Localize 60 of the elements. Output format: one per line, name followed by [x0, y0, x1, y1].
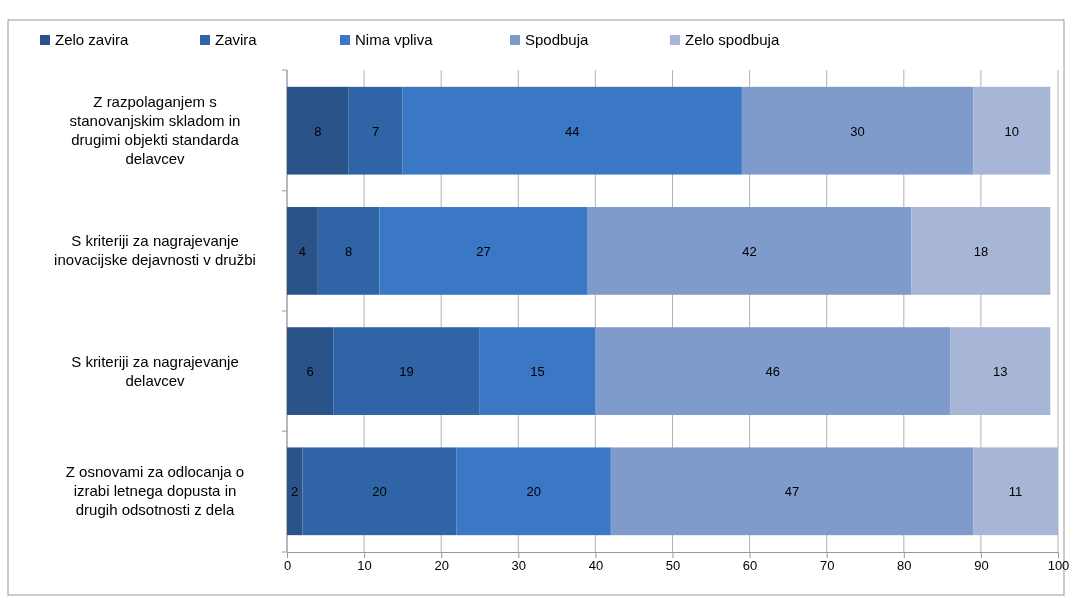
x-tick-label: 70 — [819, 558, 835, 574]
x-tick-label: 60 — [742, 558, 758, 574]
bar — [287, 327, 334, 415]
bar — [302, 447, 457, 536]
bar — [456, 447, 611, 536]
bar — [402, 86, 742, 175]
bar — [911, 207, 1051, 295]
data-label: 27 — [476, 243, 491, 259]
legend-label: Zavira — [215, 31, 258, 48]
y-tick-label: S kriteriji za nagrajevanje delavcev — [71, 352, 239, 389]
bar — [333, 327, 480, 415]
bar — [595, 327, 951, 415]
data-label: 15 — [530, 364, 545, 380]
data-label: 13 — [992, 364, 1008, 380]
bar — [741, 86, 974, 175]
y-tick-label: Z razpolaganjem s stanovanjskim skladom in drugimi objekti standarda delavcev — [69, 93, 241, 168]
x-tick-label: 10 — [357, 558, 372, 574]
data-label: 18 — [973, 243, 989, 259]
legend-label: Zelo spodbuja — [685, 31, 780, 48]
x-tick-label: 40 — [588, 558, 604, 574]
x-tick-label: 30 — [511, 558, 527, 574]
data-label: 2 — [291, 484, 299, 500]
bar — [317, 207, 380, 295]
bar — [348, 86, 403, 175]
x-tick-label: 80 — [897, 558, 912, 574]
y-tick-label: S kriteriji za nagrajevanje inovacijske dejavnosti v družbi — [54, 232, 256, 269]
legend-label: Spodbuja — [525, 31, 590, 48]
data-label: 10 — [1004, 123, 1019, 139]
bar — [587, 207, 912, 295]
x-tick-label: 0 — [283, 558, 292, 574]
x-tick-label: 20 — [434, 558, 449, 574]
data-label: 20 — [372, 484, 387, 500]
data-label: 44 — [565, 123, 580, 139]
legend-label: Zelo zavira — [55, 31, 130, 48]
data-label: 4 — [298, 243, 307, 259]
data-label: 42 — [742, 243, 757, 259]
x-tick-label: 90 — [974, 558, 989, 574]
data-label: 7 — [372, 123, 380, 139]
data-label: 8 — [314, 123, 322, 139]
bar — [973, 447, 1058, 536]
data-label: 19 — [399, 364, 414, 380]
bar — [973, 86, 1051, 175]
bar — [610, 447, 974, 536]
data-label: 20 — [526, 484, 541, 500]
x-tick-label: 50 — [665, 558, 681, 574]
legend-label: Nima vpliva — [355, 31, 434, 48]
bar — [379, 207, 588, 295]
data-label: 46 — [765, 364, 780, 380]
data-label: 47 — [784, 484, 800, 500]
data-label: 11 — [1008, 484, 1023, 500]
bar — [950, 327, 1051, 415]
bar — [479, 327, 596, 415]
data-label: 6 — [306, 364, 314, 380]
bar — [287, 207, 318, 295]
data-label: 8 — [345, 243, 353, 259]
data-label: 30 — [850, 123, 865, 139]
bar — [287, 86, 349, 175]
x-tick-label: 100 — [1047, 558, 1070, 574]
y-tick-label: Z osnovami za odlocanja o izrabi letnega dopusta in drugih odsotnosti z dela — [65, 463, 245, 519]
bar — [287, 447, 303, 536]
